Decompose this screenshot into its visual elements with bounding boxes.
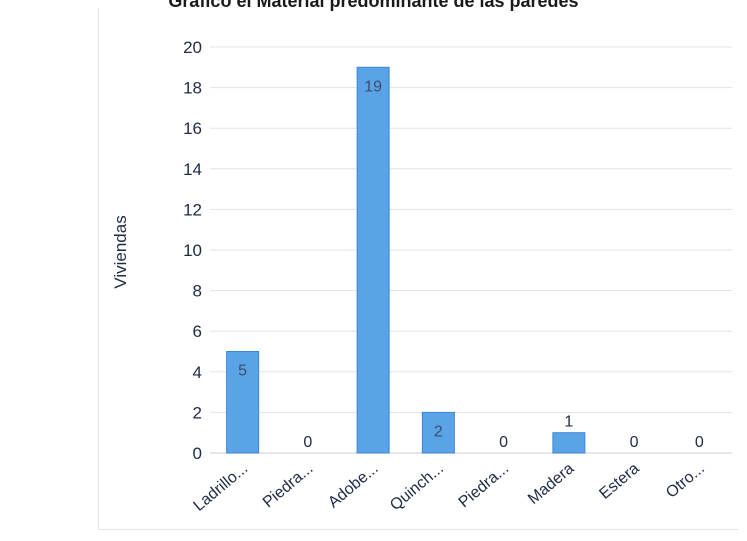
y-axis-label: Viviendas (111, 215, 130, 288)
y-tick-label: 8 (193, 282, 202, 301)
data-label: 0 (695, 434, 704, 451)
y-tick-label: 14 (183, 160, 202, 179)
data-label: 0 (303, 434, 312, 451)
data-label: 1 (564, 414, 573, 431)
x-tick-label: Piedra... (456, 460, 513, 511)
x-tick-label: Quinch... (387, 460, 447, 514)
x-tick-label: Estera (596, 460, 642, 503)
data-label: 0 (630, 434, 639, 451)
bar (421, 411, 455, 454)
data-label: 5 (238, 363, 247, 380)
x-tick-label: Madera (525, 460, 578, 508)
data-label: 0 (499, 434, 508, 451)
chart-title: Gráfico el Material predominante de las … (168, 0, 579, 11)
x-tick-label: Adobe... (325, 460, 382, 511)
y-tick-label: 16 (183, 119, 202, 138)
data-label: 19 (364, 78, 382, 95)
bar (226, 351, 260, 454)
y-tick-label: 12 (183, 200, 202, 219)
data-labels: 5 0 19 2 0 1 0 0 (238, 78, 704, 451)
y-axis-ticks: 0 2 4 6 8 10 12 14 16 18 20 (183, 38, 202, 463)
gridlines (210, 46, 732, 454)
y-tick-label: 0 (193, 444, 202, 463)
y-tick-label: 4 (193, 363, 202, 382)
data-label: 2 (434, 423, 443, 440)
chart-frame (98, 8, 738, 530)
bars (226, 66, 586, 454)
y-tick-label: 2 (193, 403, 202, 422)
y-tick-label: 6 (193, 322, 202, 341)
x-tick-label: Piedra... (260, 460, 317, 511)
y-tick-label: 10 (183, 241, 202, 260)
bar (552, 432, 586, 454)
y-tick-label: 20 (183, 38, 202, 57)
x-tick-label: Ladrillo... (191, 460, 252, 515)
x-axis-ticks: Ladrillo... Piedra... Adobe... Quinch... Pie… (191, 460, 708, 515)
y-tick-label: 18 (183, 79, 202, 98)
x-tick-label: Otro... (663, 460, 708, 502)
bar (356, 66, 390, 454)
